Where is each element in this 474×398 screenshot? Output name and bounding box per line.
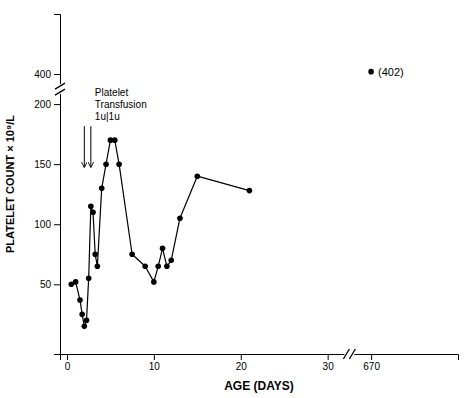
y-axis-title: PLATELET COUNT × 10⁹/L [4, 115, 16, 253]
transfusion-arrow [84, 126, 85, 167]
y-break-gap [56, 84, 64, 94]
x-tick-label: 670 [363, 361, 380, 372]
y-break-mark [55, 89, 65, 95]
x-tick-mark [154, 354, 155, 360]
y-tick-mark [54, 284, 60, 285]
y-tick-label: 100 [34, 219, 51, 230]
point [160, 245, 166, 251]
annotation: PlateletTransfusion1u|1u [95, 87, 147, 122]
y-tick: 50 [40, 279, 60, 290]
annotations: (402) PlateletTransfusion1u|1u [84, 66, 403, 167]
point [195, 173, 201, 179]
point [164, 263, 170, 269]
annotation: (402) [378, 66, 404, 78]
axis-breaks [55, 83, 355, 359]
point [99, 185, 105, 191]
point [103, 161, 109, 167]
x-tick-label: 30 [323, 361, 335, 372]
point [151, 279, 157, 285]
y-tick-label: 50 [40, 279, 52, 290]
x-tick-mark [328, 354, 329, 360]
x-tick-label: 10 [149, 361, 161, 372]
x-tick: 20 [236, 354, 248, 372]
point [129, 251, 135, 257]
x-tick: 30 [323, 354, 335, 372]
x-tick-mark [241, 354, 242, 360]
y-tick-mark [54, 164, 60, 165]
point [155, 263, 161, 269]
y-tick: 150 [34, 159, 60, 170]
point [116, 161, 122, 167]
point [92, 251, 98, 257]
x-tick: 0 [65, 354, 71, 372]
y-tick-label: 150 [34, 159, 51, 170]
y-tick: 200 [34, 99, 60, 110]
x-tick-label: 20 [236, 361, 248, 372]
point [88, 203, 94, 209]
marks [68, 69, 373, 329]
point [168, 257, 174, 263]
point [84, 318, 90, 324]
x-break-gap [344, 350, 354, 358]
y-axis: 50 100 150 200 400 [34, 15, 60, 355]
point [112, 137, 118, 143]
y-tick-mark [54, 74, 60, 75]
x-axis-line [61, 355, 459, 361]
y-break-mark [55, 83, 65, 89]
y-tick: 100 [34, 219, 60, 230]
y-tick-label: 200 [34, 99, 51, 110]
point [368, 69, 374, 75]
y-axis-line [54, 15, 61, 355]
plot: 0 10 20 30 670 50 100 150 200 400 (402) PlateletTra… [4, 15, 459, 394]
x-axis-title: AGE (DAYS) [224, 379, 294, 393]
chart: 0 10 20 30 670 50 100 150 200 400 (402) PlateletTra… [0, 0, 474, 398]
x-tick-mark [67, 354, 68, 360]
point [90, 209, 96, 215]
point [95, 263, 101, 269]
point [247, 188, 253, 194]
point [79, 312, 85, 318]
point [177, 215, 183, 221]
point [142, 263, 148, 269]
x-break-mark [343, 349, 349, 359]
y-tick-label: 400 [34, 69, 51, 80]
y-tick-mark [54, 224, 60, 225]
y-tick-mark [54, 104, 60, 105]
x-tick: 670 [363, 354, 380, 372]
x-axis: 0 10 20 30 670 [61, 354, 459, 372]
transfusion-arrow [90, 126, 91, 167]
y-tick: 400 [34, 69, 60, 80]
line [71, 140, 249, 326]
x-tick-label: 0 [65, 361, 71, 372]
x-tick: 10 [149, 354, 161, 372]
point [77, 297, 83, 303]
point [82, 324, 88, 330]
point [73, 279, 79, 285]
x-tick-mark [371, 354, 372, 360]
x-break-mark [349, 349, 355, 359]
point [86, 276, 92, 282]
